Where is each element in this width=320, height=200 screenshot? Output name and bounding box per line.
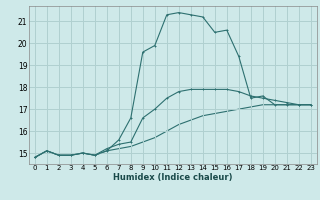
X-axis label: Humidex (Indice chaleur): Humidex (Indice chaleur) <box>113 173 233 182</box>
